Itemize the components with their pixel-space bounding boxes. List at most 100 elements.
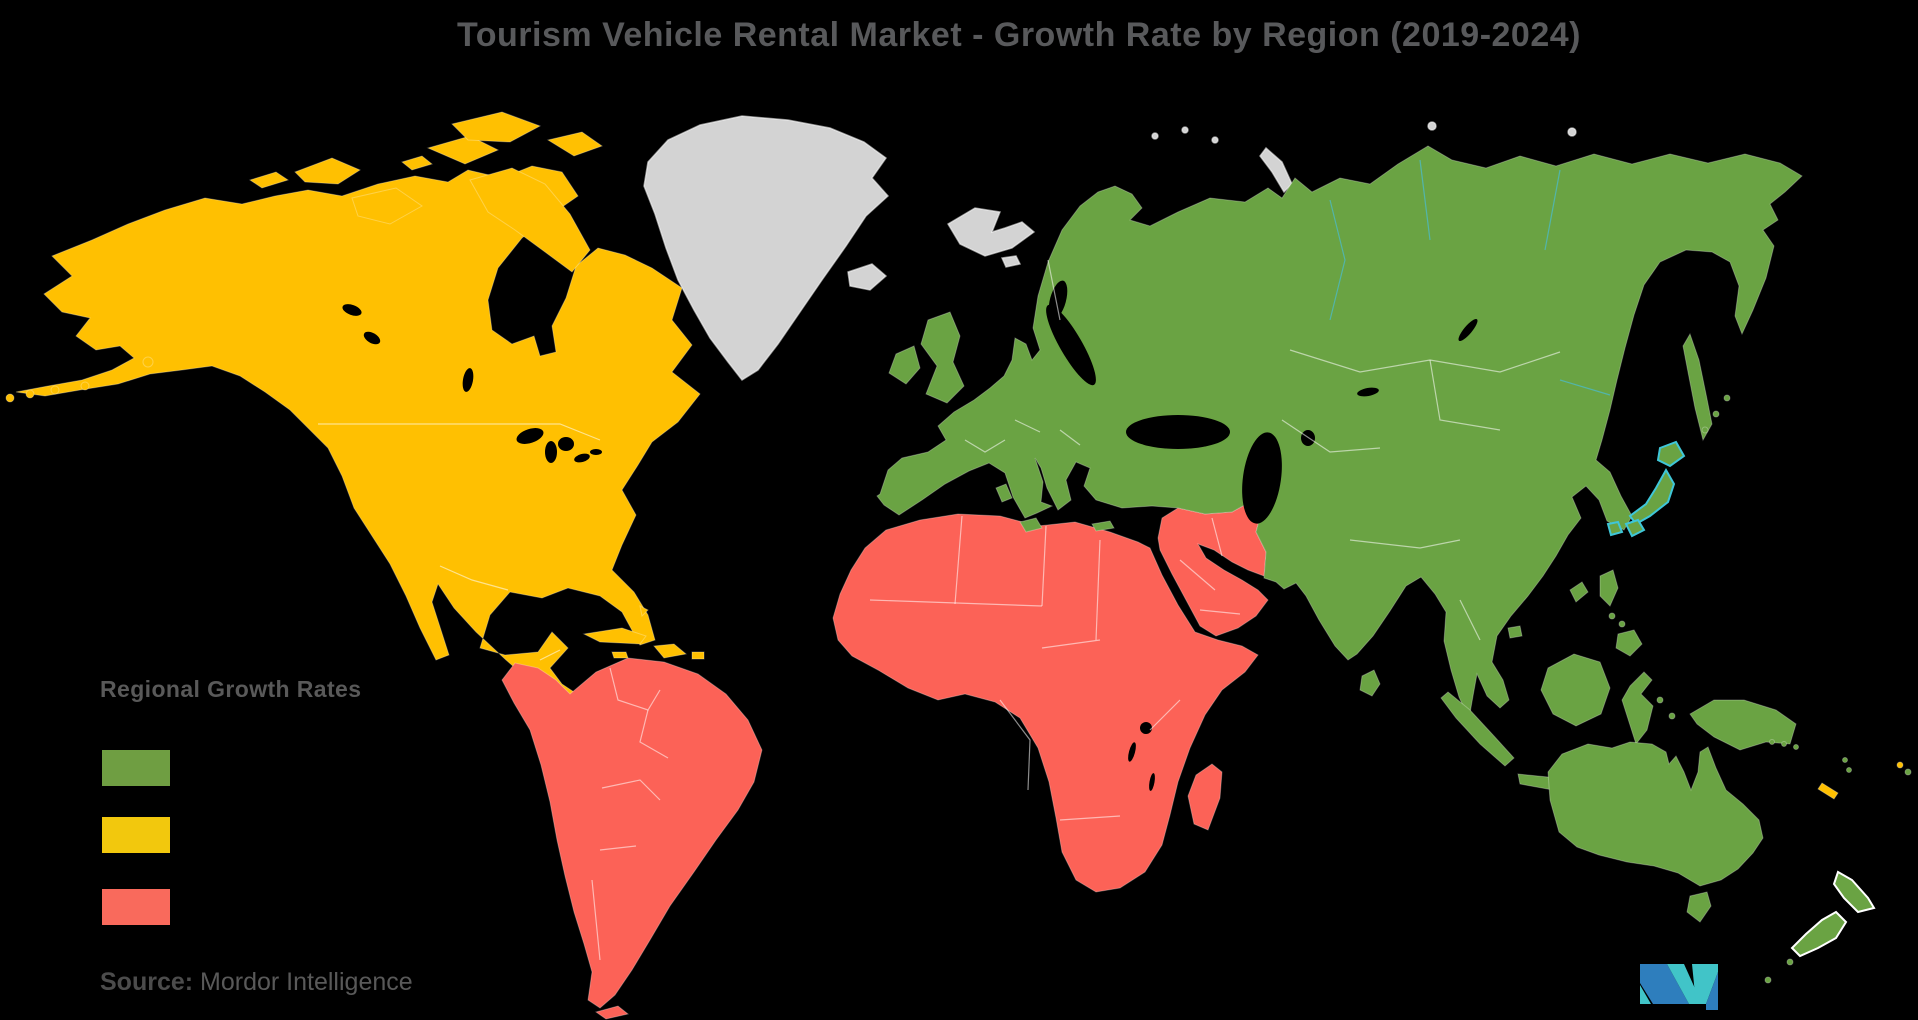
lake-ontario [590, 449, 602, 455]
japan-hokkaido [1656, 440, 1686, 468]
solomon-island [1781, 741, 1787, 747]
iceland [847, 263, 888, 291]
kuril-island [1723, 394, 1731, 402]
border-line [1199, 609, 1241, 615]
new-zealand-south [1790, 910, 1848, 958]
na-mainland [15, 165, 701, 725]
novaya-zemlya [1259, 146, 1293, 194]
border-line [1095, 539, 1101, 641]
logo-left-blue-slab [1640, 964, 1689, 1004]
lake-baikal [1458, 318, 1478, 342]
border-line [609, 667, 661, 711]
border-line [1459, 599, 1481, 641]
border-line [1179, 559, 1216, 591]
border-line [1041, 525, 1047, 607]
border-line [1281, 419, 1381, 453]
border-line [954, 515, 963, 605]
franz-josef-island [1181, 126, 1189, 134]
border-line [1059, 815, 1121, 821]
border-line [1041, 639, 1101, 649]
hainan [1507, 625, 1523, 639]
lake-malawi [1149, 773, 1155, 791]
stewart-island [1786, 958, 1794, 966]
kodiak-island [142, 356, 154, 368]
great-bear-lake [342, 304, 362, 316]
legend-swatch-red [102, 889, 170, 925]
franz-josef-island [1211, 136, 1219, 144]
madagascar [1187, 763, 1223, 831]
pacific-islands-yellow [1817, 761, 1904, 800]
fiji [1904, 768, 1912, 776]
sardinia [995, 483, 1013, 503]
puerto-rico [691, 651, 705, 660]
legend-swatch-yellow [102, 817, 170, 853]
logo-left-teal-triangle [1640, 985, 1651, 1004]
river-line [1559, 379, 1611, 396]
river-line [1329, 199, 1346, 321]
hispaniola [653, 643, 688, 659]
new-siberian-island [1567, 127, 1577, 137]
region-north-america [5, 111, 705, 725]
new-zealand-north [1832, 870, 1876, 914]
aleutian-island [80, 381, 90, 391]
kuril-island [1701, 426, 1709, 434]
lake-superior [516, 428, 544, 444]
fiji-island [1896, 761, 1904, 769]
vanuatu [1842, 757, 1848, 763]
border-line [1211, 517, 1223, 557]
logo-mid-teal-slab [1667, 964, 1702, 1004]
na-baffin-island [469, 167, 591, 273]
great-slave-lake [363, 331, 381, 345]
moluccas [1656, 696, 1664, 704]
lake-victoria [1140, 722, 1152, 734]
lake-michigan [545, 441, 557, 463]
na-arctic-island [546, 131, 604, 157]
philippines-luzon [1599, 569, 1619, 607]
lake-balkhash [1357, 387, 1379, 397]
japan-kyushu [1606, 520, 1624, 537]
sulawesi [1621, 671, 1654, 746]
region-europe-asia-oceania [876, 145, 1912, 984]
logo-right-blue-triangle [1706, 972, 1718, 1004]
aleutian-island [50, 385, 60, 395]
legend: Regional Growth Rates [100, 676, 361, 925]
svalbard [946, 207, 1036, 257]
great-britain [920, 311, 965, 404]
lake-winnipeg [462, 368, 474, 392]
na-arctic-island [248, 171, 290, 189]
japan-shikoku [1624, 518, 1646, 538]
source-text: Mordor Intelligence [193, 968, 413, 996]
border-line [601, 779, 661, 801]
border-line [1014, 419, 1041, 433]
tierra-del-fuego [594, 1005, 630, 1020]
border-line [869, 599, 1043, 607]
border-line [539, 649, 561, 661]
jamaica [611, 651, 629, 659]
new-guinea [1689, 699, 1797, 751]
mordor-intelligence-logo [1640, 964, 1718, 1010]
sakhalin [1682, 332, 1713, 442]
source-line: Source: Mordor Intelligence [100, 968, 413, 997]
australia [1547, 741, 1764, 887]
chart-title: Tourism Vehicle Rental Market - Growth R… [457, 16, 1581, 54]
border-line [1059, 429, 1081, 446]
aleutian-island [25, 389, 35, 399]
logo-right-teal-slab [1692, 964, 1718, 1004]
rivers [1329, 159, 1611, 396]
border-line [639, 709, 669, 759]
solomon-island [1769, 739, 1775, 745]
region-no-data [643, 115, 1577, 381]
baltic-sea [1046, 304, 1096, 386]
aleutian-island [5, 393, 15, 403]
border-line [964, 439, 1006, 453]
japan-honshu [1628, 467, 1676, 526]
kuril-island [1712, 410, 1720, 418]
border-line [318, 423, 601, 441]
caspian-sea [1242, 432, 1282, 524]
solomon-island [1793, 744, 1799, 750]
region-south-america-mea [501, 501, 1269, 1020]
africa [832, 513, 1259, 893]
new-caledonia [1817, 782, 1839, 800]
cuba [582, 627, 647, 645]
